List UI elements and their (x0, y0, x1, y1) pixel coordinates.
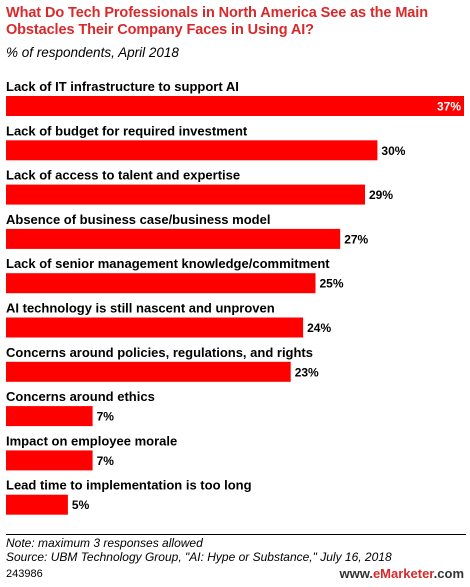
data-label: 29% (369, 188, 393, 202)
brand-prefix: www. (339, 566, 373, 581)
bar (6, 228, 341, 249)
source-note: Source: UBM Technology Group, "AI: Hype … (6, 549, 392, 564)
category-label: Concerns around ethics (6, 389, 155, 404)
category-label: Concerns around policies, regulations, a… (6, 345, 313, 360)
category-label: Lack of senior management knowledge/comm… (6, 256, 330, 271)
data-label: 7% (97, 454, 115, 468)
data-label: 5% (72, 498, 90, 512)
data-label: 25% (320, 277, 344, 291)
chart-title: What Do Tech Professionals in North Amer… (6, 5, 428, 38)
data-label: 37% (437, 100, 461, 114)
category-label: Lack of access to talent and expertise (6, 168, 240, 183)
category-label: Lack of budget for required investment (6, 123, 248, 138)
data-label: 23% (295, 365, 319, 379)
category-label: Impact on employee morale (6, 433, 177, 448)
brand-logo: www.eMarketer.com (339, 566, 464, 581)
data-label: 7% (97, 410, 115, 424)
data-label: 27% (344, 232, 368, 246)
footnote: Note: maximum 3 responses allowed (6, 536, 203, 550)
category-label: AI technology is still nascent and unpro… (6, 301, 275, 316)
chart-footer: Note: maximum 3 responses allowed Source… (6, 534, 466, 564)
category-label: Lead time to implementation is too long (6, 478, 252, 493)
data-label: 30% (381, 144, 405, 158)
data-label: 24% (307, 321, 331, 335)
category-label: Lack of IT infrastructure to support AI (6, 79, 239, 94)
brand-name: eMarketer (372, 566, 434, 581)
bar (6, 184, 365, 205)
bar (6, 361, 291, 382)
bar (6, 317, 304, 338)
bar (6, 140, 378, 161)
bar (6, 494, 68, 515)
bar (6, 406, 93, 427)
bar (6, 450, 93, 471)
chart-subtitle: % of respondents, April 2018 (6, 45, 179, 60)
bar (6, 273, 316, 294)
chart-id: 243986 (6, 568, 43, 580)
category-label: Absence of business case/business model (6, 212, 270, 227)
bar (6, 96, 464, 116)
brand-suffix: .com (433, 566, 464, 581)
